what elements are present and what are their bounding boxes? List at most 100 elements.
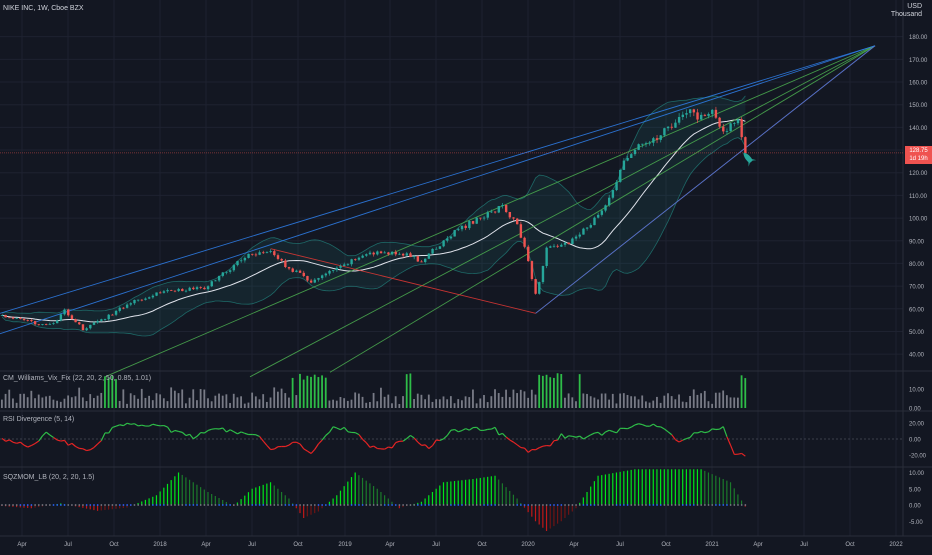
- candle-body: [490, 212, 492, 213]
- rsi-segment: [134, 424, 138, 426]
- squeeze-dot: [56, 504, 58, 506]
- candle-body: [222, 272, 224, 275]
- last-price-tag: 128.75 1d 19h: [905, 146, 932, 164]
- candle-body: [744, 137, 746, 153]
- price-tick-label: 170.00: [909, 58, 928, 64]
- squeeze-dot: [351, 504, 353, 506]
- candle-body: [568, 243, 570, 244]
- vix-fix-bar: [244, 404, 246, 408]
- vix-fix-bar: [616, 403, 618, 408]
- vix-fix-bar: [133, 395, 135, 408]
- candle-body: [71, 315, 73, 319]
- squeeze-dot: [641, 504, 643, 506]
- vix-fix-bar: [689, 396, 691, 408]
- candle-body: [501, 205, 503, 206]
- vix-fix-bar: [376, 401, 378, 408]
- vix-fix-bar: [347, 401, 349, 408]
- sqzmom-bar: [454, 481, 455, 505]
- squeeze-dot: [572, 504, 574, 506]
- sqzmom-bar: [436, 489, 437, 505]
- rsi-segment: [138, 425, 142, 426]
- rsi-segment: [226, 430, 230, 432]
- vix-fix-bar: [461, 400, 463, 408]
- sqzmom-bar: [182, 475, 183, 505]
- sqzmom-bar: [601, 475, 602, 505]
- squeeze-dot: [656, 504, 658, 506]
- candle-body: [483, 218, 485, 219]
- sqzmom-bar: [726, 481, 727, 505]
- sqzmom-bar: [340, 491, 341, 505]
- squeeze-dot: [152, 504, 154, 506]
- sqzmom-bar: [734, 488, 735, 505]
- rsi-segment: [639, 424, 643, 425]
- squeeze-dot: [700, 504, 702, 506]
- vix-fix-bar: [590, 396, 592, 408]
- vix-fix-bar: [122, 389, 124, 408]
- vix-fix-bar: [137, 399, 139, 408]
- sqzmom-bar: [535, 505, 536, 521]
- rocket-icon: [740, 149, 757, 166]
- rsi-segment: [90, 447, 94, 449]
- candle-body: [733, 123, 735, 124]
- candle-body: [726, 131, 728, 132]
- squeeze-dot: [443, 504, 445, 506]
- vix-fix-bar: [674, 399, 676, 408]
- sqzmom-bar: [307, 505, 308, 516]
- vix-fix-bar: [421, 395, 423, 408]
- squeeze-dot: [483, 504, 485, 506]
- candle-body: [682, 115, 684, 117]
- squeeze-dot: [671, 504, 673, 506]
- vix-fix-bar: [472, 390, 474, 408]
- rsi-segment: [410, 435, 414, 438]
- vix-fix-bar: [509, 397, 511, 408]
- sqzmom-bar: [697, 469, 698, 505]
- time-tick-label: Oct: [661, 542, 671, 548]
- vix-fix-bar: [398, 404, 400, 408]
- currency-label[interactable]: USD Thousand: [891, 3, 922, 19]
- squeeze-dot: [741, 504, 743, 506]
- sqzmom-bar: [274, 486, 275, 506]
- candle-body: [579, 235, 581, 237]
- candle-body: [630, 154, 632, 158]
- candle-body: [229, 270, 231, 272]
- vix-fix-bar: [78, 388, 80, 408]
- sqzmom-bar: [675, 469, 676, 505]
- time-tick-label: Oct: [109, 542, 119, 548]
- sqzmom-bar: [542, 505, 543, 528]
- rsi-segment: [444, 435, 448, 438]
- squeeze-dot: [167, 504, 169, 506]
- vix-fix-label[interactable]: CM_Williams_Vix_Fix (22, 20, 2, 50, 0.85…: [3, 375, 151, 382]
- sqzmom-bar: [355, 473, 356, 506]
- candle-body: [476, 218, 478, 224]
- rsi-divergence-label[interactable]: RSI Divergence (5, 14): [3, 416, 74, 423]
- candle-body: [284, 261, 286, 267]
- squeeze-dot: [299, 504, 301, 506]
- price-tick-label: 60.00: [909, 307, 925, 313]
- sqzmom-bar: [255, 487, 256, 505]
- rsi-segment: [142, 425, 146, 426]
- rocket-body: [742, 151, 754, 164]
- vix-fix-bar: [336, 401, 338, 408]
- squeeze-dot: [354, 504, 356, 506]
- candle-body: [137, 300, 139, 301]
- rsi-segment: [168, 427, 172, 432]
- candle-body: [361, 256, 363, 258]
- candle-body: [4, 315, 6, 317]
- sqzmom-bar: [310, 505, 311, 515]
- vix-fix-bar: [365, 403, 367, 408]
- candle-body: [100, 319, 102, 321]
- sqzmom-label[interactable]: SQZMOM_LB (20, 2, 20, 1.5): [3, 474, 94, 481]
- sqzmom-bar: [377, 489, 378, 505]
- candle-body: [185, 291, 187, 292]
- candle-body: [196, 287, 198, 289]
- candle-body: [623, 161, 625, 170]
- squeeze-dot: [627, 504, 629, 506]
- squeeze-dot: [380, 504, 382, 506]
- squeeze-dot: [630, 504, 632, 506]
- candle-body: [704, 115, 706, 116]
- sqzmom-bar: [358, 475, 359, 505]
- squeeze-dot: [516, 504, 518, 506]
